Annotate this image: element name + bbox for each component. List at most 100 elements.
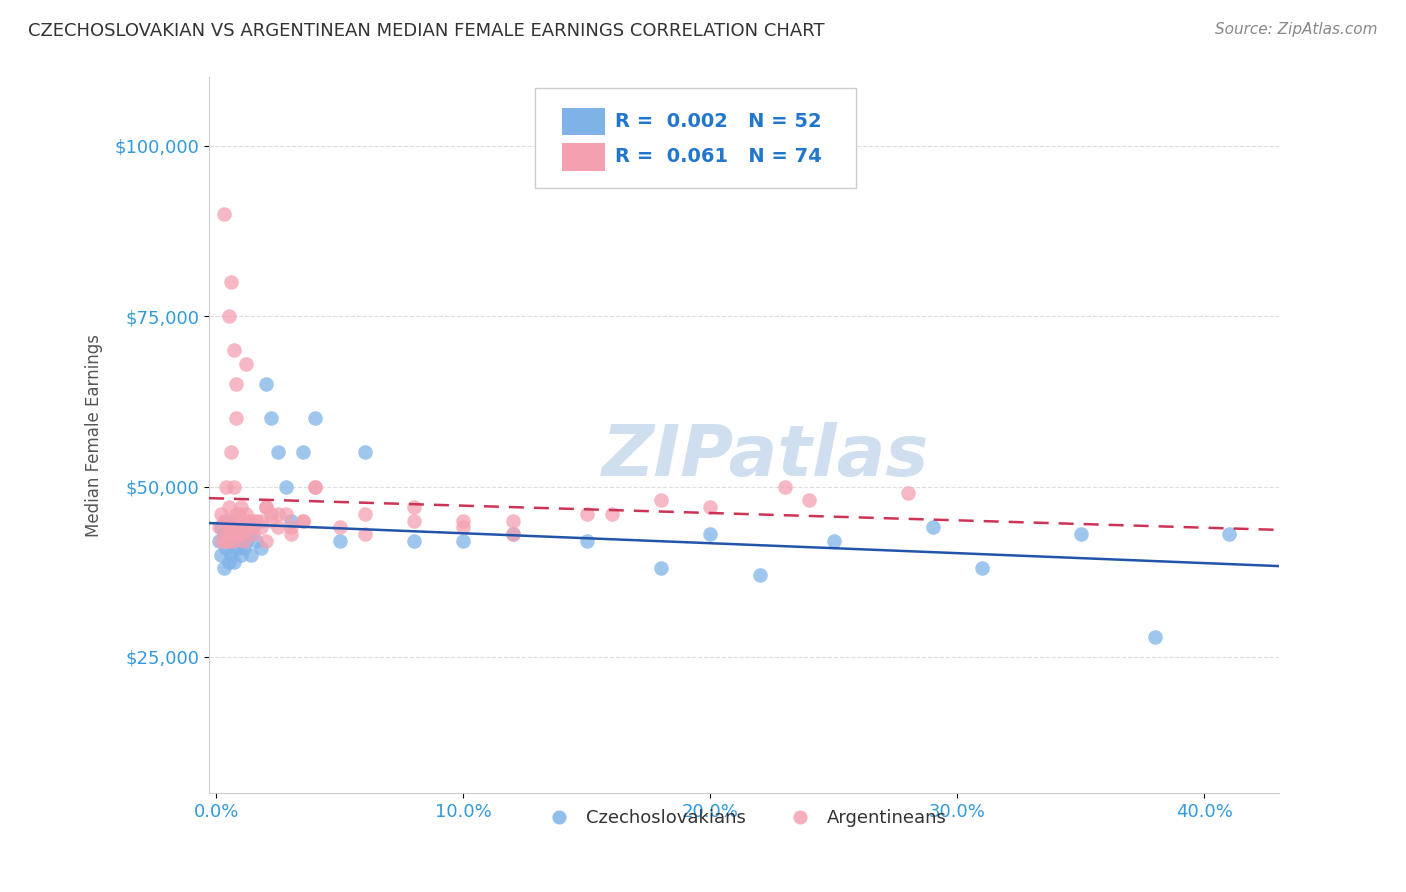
Point bbox=[600, 507, 623, 521]
Point bbox=[229, 527, 252, 541]
Point bbox=[209, 507, 232, 521]
Point bbox=[699, 527, 721, 541]
Point bbox=[222, 534, 245, 549]
Point bbox=[222, 479, 245, 493]
Point bbox=[232, 520, 254, 534]
Point bbox=[232, 534, 254, 549]
Point bbox=[225, 534, 247, 549]
Point bbox=[748, 568, 770, 582]
Point bbox=[267, 507, 290, 521]
Point bbox=[650, 493, 672, 508]
Point bbox=[229, 534, 252, 549]
Point bbox=[453, 520, 475, 534]
Point bbox=[972, 561, 994, 575]
Point bbox=[228, 541, 250, 555]
Point bbox=[222, 527, 245, 541]
Point bbox=[225, 507, 247, 521]
Point bbox=[212, 514, 235, 528]
Point bbox=[212, 561, 235, 575]
Point bbox=[228, 514, 250, 528]
Point bbox=[353, 527, 375, 541]
Point bbox=[267, 520, 290, 534]
FancyBboxPatch shape bbox=[562, 108, 605, 135]
Point bbox=[274, 479, 297, 493]
Point bbox=[575, 534, 598, 549]
Point bbox=[897, 486, 920, 500]
Point bbox=[575, 507, 598, 521]
Point bbox=[219, 527, 242, 541]
Point bbox=[232, 541, 254, 555]
Point bbox=[215, 541, 238, 555]
Point bbox=[502, 527, 524, 541]
Point bbox=[219, 527, 242, 541]
Text: CZECHOSLOVAKIAN VS ARGENTINEAN MEDIAN FEMALE EARNINGS CORRELATION CHART: CZECHOSLOVAKIAN VS ARGENTINEAN MEDIAN FE… bbox=[28, 22, 825, 40]
Point bbox=[232, 520, 254, 534]
Point bbox=[353, 445, 375, 459]
Point bbox=[650, 561, 672, 575]
Point bbox=[228, 527, 250, 541]
Text: R =  0.002   N = 52: R = 0.002 N = 52 bbox=[616, 112, 823, 130]
Point bbox=[222, 555, 245, 569]
Point bbox=[218, 534, 240, 549]
Point bbox=[238, 520, 260, 534]
Point bbox=[921, 520, 943, 534]
Point bbox=[222, 343, 245, 358]
Point bbox=[242, 527, 264, 541]
Point bbox=[228, 520, 250, 534]
FancyBboxPatch shape bbox=[536, 88, 856, 188]
Point bbox=[1070, 527, 1092, 541]
Point bbox=[260, 514, 283, 528]
Point bbox=[238, 527, 260, 541]
Point bbox=[1218, 527, 1240, 541]
Point bbox=[242, 520, 264, 534]
Point bbox=[215, 479, 238, 493]
Point bbox=[280, 514, 302, 528]
Point bbox=[699, 500, 721, 514]
Point bbox=[254, 377, 277, 392]
Point bbox=[250, 520, 273, 534]
Point bbox=[209, 534, 232, 549]
Point bbox=[304, 479, 326, 493]
Point bbox=[260, 411, 283, 425]
Point bbox=[235, 357, 257, 371]
Point bbox=[219, 520, 242, 534]
Point bbox=[245, 534, 267, 549]
Point bbox=[229, 500, 252, 514]
Point bbox=[329, 520, 352, 534]
Point bbox=[209, 520, 232, 534]
Point bbox=[225, 520, 247, 534]
Point bbox=[209, 548, 232, 562]
Point bbox=[222, 520, 245, 534]
Point bbox=[215, 534, 238, 549]
Point bbox=[799, 493, 821, 508]
Point bbox=[212, 207, 235, 221]
Point bbox=[267, 445, 290, 459]
Text: Source: ZipAtlas.com: Source: ZipAtlas.com bbox=[1215, 22, 1378, 37]
Point bbox=[219, 275, 242, 289]
Point bbox=[353, 507, 375, 521]
Point bbox=[245, 514, 267, 528]
Point bbox=[235, 534, 257, 549]
Point bbox=[229, 548, 252, 562]
Point bbox=[250, 541, 273, 555]
Point bbox=[219, 445, 242, 459]
Point bbox=[402, 500, 425, 514]
Point bbox=[208, 520, 231, 534]
Point bbox=[291, 514, 314, 528]
Point bbox=[228, 507, 250, 521]
Point bbox=[291, 445, 314, 459]
Point bbox=[222, 541, 245, 555]
Point bbox=[254, 500, 277, 514]
Point bbox=[502, 527, 524, 541]
Point bbox=[773, 479, 796, 493]
Point bbox=[215, 514, 238, 528]
Point bbox=[260, 507, 283, 521]
Point bbox=[229, 520, 252, 534]
Point bbox=[250, 514, 273, 528]
Point bbox=[218, 534, 240, 549]
Point bbox=[329, 534, 352, 549]
Y-axis label: Median Female Earnings: Median Female Earnings bbox=[86, 334, 103, 537]
Point bbox=[218, 527, 240, 541]
Text: ZIPatlas: ZIPatlas bbox=[602, 423, 929, 491]
Point bbox=[254, 534, 277, 549]
